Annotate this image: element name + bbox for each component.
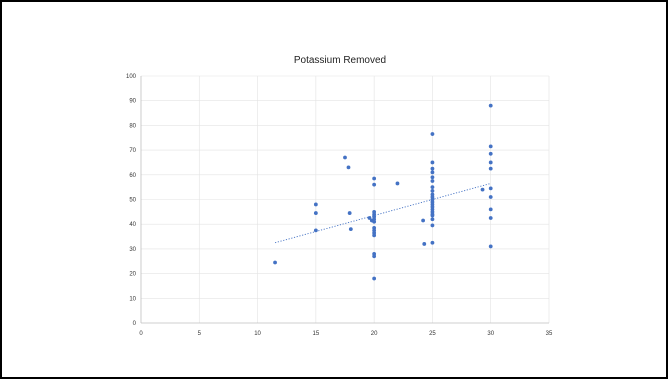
data-point	[488, 207, 493, 212]
chart-title: Potassium Removed	[294, 55, 386, 66]
x-tick-label: 30	[487, 331, 494, 337]
data-point	[430, 166, 435, 171]
data-point	[372, 219, 377, 224]
data-point	[430, 223, 435, 228]
tick-labels: 0 5 10 15 20 25 30 35 0 10 20 30 40 50 60 70 80 90 100	[126, 74, 553, 337]
data-point	[430, 217, 435, 222]
y-tick-label: 50	[129, 198, 136, 204]
data-point	[430, 213, 435, 218]
data-point	[313, 211, 318, 215]
data-point	[372, 254, 377, 259]
trendline-group	[274, 183, 491, 244]
y-tick-label: 80	[129, 123, 136, 129]
data-point	[488, 144, 493, 149]
data-point	[430, 160, 435, 165]
x-tick-label: 5	[198, 331, 202, 337]
data-point	[372, 176, 377, 181]
data-point	[488, 166, 493, 171]
data-point	[488, 103, 493, 108]
data-point	[372, 276, 377, 281]
y-tick-label: 100	[126, 74, 137, 80]
data-point	[343, 155, 347, 160]
data-point	[488, 160, 493, 165]
data-point	[430, 175, 435, 180]
y-tick-label: 20	[129, 272, 136, 278]
y-tick-label: 0	[133, 321, 137, 327]
data-point	[488, 186, 493, 191]
data-point	[430, 188, 435, 193]
x-tick-label: 0	[139, 331, 143, 337]
data-point	[488, 244, 493, 249]
x-tick-label: 35	[546, 331, 553, 337]
y-tick-label: 40	[129, 222, 136, 228]
data-point	[372, 182, 377, 187]
data-point	[367, 216, 372, 220]
data-point	[430, 185, 435, 190]
data-point	[422, 242, 427, 246]
data-point	[348, 227, 353, 232]
data-points	[273, 103, 493, 281]
data-point	[395, 181, 400, 186]
grid-lines	[141, 75, 550, 323]
x-tick-label: 25	[429, 331, 436, 337]
data-point	[480, 187, 485, 192]
data-point	[488, 216, 493, 220]
data-point	[273, 260, 277, 265]
data-point	[430, 170, 435, 175]
data-point	[430, 179, 435, 183]
data-point	[488, 195, 493, 199]
data-point	[421, 218, 426, 223]
axes	[140, 76, 549, 324]
y-tick-label: 30	[129, 247, 136, 253]
trendline	[274, 183, 491, 244]
data-point	[313, 202, 318, 207]
data-point	[372, 233, 377, 238]
data-point	[313, 228, 318, 233]
y-tick-label: 10	[129, 296, 136, 302]
data-point	[430, 132, 435, 136]
x-tick-label: 20	[371, 331, 378, 337]
data-point	[488, 151, 493, 156]
y-tick-label: 60	[129, 173, 136, 179]
data-point	[347, 211, 352, 215]
x-tick-label: 10	[254, 331, 261, 337]
y-tick-label: 70	[129, 148, 136, 154]
data-point	[430, 240, 435, 245]
y-tick-label: 90	[129, 99, 136, 105]
x-tick-label: 15	[313, 331, 320, 337]
data-point	[346, 165, 351, 170]
